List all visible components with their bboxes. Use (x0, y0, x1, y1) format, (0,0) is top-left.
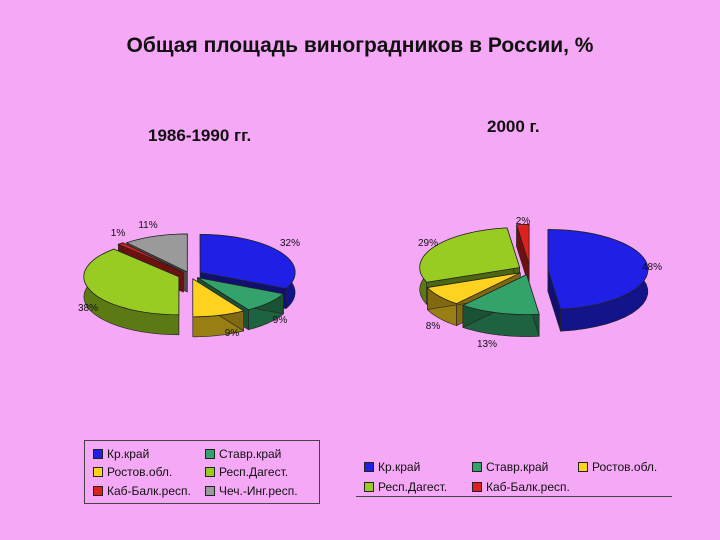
legend-label: Ставр.край (219, 447, 282, 461)
legend-label: Ростов.обл. (592, 460, 658, 474)
legend-swatch (93, 467, 103, 477)
legend-swatch (472, 462, 482, 472)
legend-swatch (93, 449, 103, 459)
legend-item: Ростов.обл. (578, 460, 657, 474)
legend-item: Чеч.-Инг.респ. (205, 484, 298, 498)
data-label-1-4: 2% (516, 216, 531, 227)
chart-title-1986: 1986-1990 гг. (148, 126, 252, 145)
legend-swatch (93, 486, 103, 496)
legend-item: Респ.Дагест. (364, 480, 447, 494)
pie-1: 48% 13% 8% 29% 2% (418, 216, 662, 350)
legend-label: Респ.Дагест. (378, 480, 448, 494)
legend-label: Чеч.-Инг.респ. (219, 484, 298, 498)
slice-1-0 (547, 229, 649, 332)
legend-label: Каб-Балк.респ. (486, 480, 570, 494)
legend-label: Ростов.обл. (107, 465, 173, 479)
legend-label: Кр.край (107, 447, 150, 461)
chart-title-2000: 2000 г. (487, 117, 540, 136)
data-label-1-0: 48% (642, 262, 662, 273)
data-label-1-2: 8% (426, 321, 441, 332)
legend-swatch (472, 482, 482, 492)
legend-swatch (205, 467, 215, 477)
data-label-0-4: 1% (111, 228, 126, 239)
data-label-0-2: 9% (225, 328, 240, 339)
data-label-1-3: 29% (418, 238, 438, 249)
legend-item: Ставр.край (472, 460, 548, 474)
legend-swatch (578, 462, 588, 472)
data-label-0-5: 11% (138, 220, 157, 231)
legend-swatch (364, 462, 374, 472)
pie-0: 32% 9% 9% 38% 1% 11% (78, 220, 300, 339)
legend-label: Кр.край (378, 460, 421, 474)
slice-0-3 (83, 248, 180, 336)
data-label-0-0: 32% (280, 238, 300, 249)
legend-2000: Кр.край Ставр.край Ростов.обл. Респ.Дагест.… (356, 454, 672, 497)
data-label-1-1: 13% (477, 339, 497, 350)
slice-1-1 (461, 274, 540, 337)
legend-swatch (205, 449, 215, 459)
legend-swatch (364, 482, 374, 492)
slice-1-4 (516, 224, 530, 287)
legend-item: Каб-Балк.респ. (93, 484, 191, 498)
legend-label: Респ.Дагест. (219, 465, 289, 479)
legend-swatch (205, 486, 215, 496)
legend-item: Респ.Дагест. (205, 465, 288, 479)
legend-1986: Кр.край Ставр.край Ростов.обл. Респ.Дагест.… (84, 440, 320, 504)
legend-item: Кр.край (364, 460, 420, 474)
legend-item: Ставр.край (205, 447, 281, 461)
legend-item: Кр.край (93, 447, 149, 461)
legend-item: Каб-Балк.респ. (472, 480, 570, 494)
page-title: Общая площадь виноградников в России, % (126, 34, 594, 57)
data-label-0-3: 38% (78, 303, 98, 314)
slice-0-2 (192, 278, 245, 338)
legend-label: Ставр.край (486, 460, 549, 474)
legend-label: Каб-Балк.респ. (107, 484, 191, 498)
legend-item: Ростов.обл. (93, 465, 172, 479)
data-label-0-1: 9% (273, 315, 288, 326)
